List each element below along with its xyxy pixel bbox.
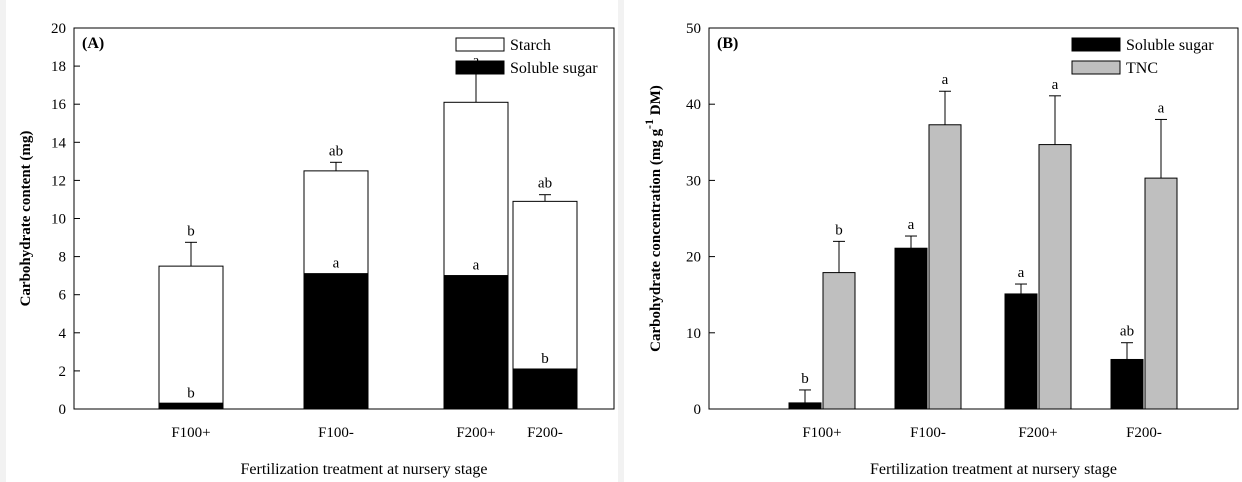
- bar-soluble-sugar: [1110, 358, 1144, 410]
- y-axis-title-suffix: DM): [648, 85, 664, 119]
- bar-tnc: [1038, 144, 1072, 410]
- y-tick-label: 20: [51, 21, 66, 37]
- bar-soluble-sugar: [788, 402, 822, 410]
- x-tick-label: F200+: [456, 425, 495, 441]
- panel-b: 0 10 20 30 40 50 (B) Fertilization treatment at…: [624, 0, 1242, 482]
- sugar-significance-label: a: [333, 256, 340, 272]
- x-tick-label: F100+: [171, 425, 210, 441]
- chart-a-svg: 0 2 4 6 8 10 12 14 16 18 20 (A) Fertilization treatm…: [18, 21, 615, 478]
- legend-swatch-soluble-sugar: [455, 60, 505, 75]
- y-tick-label: 8: [59, 250, 67, 266]
- bar-starch: [512, 200, 578, 370]
- y-axis-title: Carbohydrate concentration (mg g-1 DM): [642, 85, 664, 352]
- starch-significance-label: b: [187, 223, 195, 239]
- bar-starch: [158, 265, 224, 404]
- bar-soluble-sugar: [894, 247, 928, 410]
- y-tick-label: 10: [51, 212, 66, 228]
- sugar-significance-label: b: [541, 351, 549, 367]
- bar-soluble-sugar: [443, 275, 509, 410]
- bar-tnc: [1144, 177, 1178, 410]
- x-axis-title: Fertilization treatment at nursery stage: [870, 461, 1117, 478]
- tnc-significance-label: a: [1052, 77, 1059, 93]
- y-tick-label: 20: [686, 250, 701, 266]
- starch-significance-label: ab: [538, 176, 552, 192]
- panel-a: 0 2 4 6 8 10 12 14 16 18 20 (A) Fertilization treatm…: [6, 0, 618, 482]
- x-tick-label: F100+: [802, 425, 841, 441]
- y-tick-label: 6: [59, 288, 67, 304]
- legend-label-starch: Starch: [510, 37, 551, 54]
- plot-frame: [708, 27, 1239, 410]
- bar-soluble-sugar: [1004, 293, 1038, 410]
- legend-label-soluble-sugar: Soluble sugar: [1126, 37, 1214, 54]
- y-tick-label: 30: [686, 173, 701, 189]
- sugar-significance-label: a: [473, 258, 480, 274]
- y-tick-label: 10: [686, 326, 701, 342]
- tnc-significance-label: a: [1158, 100, 1165, 116]
- bar-soluble-sugar: [158, 402, 224, 410]
- y-tick-label: 50: [686, 21, 701, 37]
- y-axis-title: Carbohydrate content (mg): [18, 131, 34, 307]
- bar-soluble-sugar: [512, 368, 578, 410]
- y-tick-label: 0: [59, 402, 67, 418]
- sugar-significance-label: b: [801, 371, 809, 387]
- x-tick-label: F100-: [910, 425, 946, 441]
- legend-swatch-tnc: [1071, 60, 1121, 75]
- y-tick-label: 16: [51, 97, 67, 113]
- starch-significance-label: ab: [329, 143, 343, 159]
- x-tick-label: F100-: [318, 425, 354, 441]
- panel-label: (A): [82, 35, 104, 52]
- sugar-significance-label: a: [908, 217, 915, 233]
- y-tick-label: 2: [59, 364, 67, 380]
- bar-starch: [303, 170, 369, 275]
- y-tick-label: 14: [51, 135, 67, 151]
- legend-label-soluble-sugar: Soluble sugar: [510, 60, 598, 77]
- x-tick-label: F200+: [1018, 425, 1057, 441]
- y-tick-label: 12: [51, 173, 66, 189]
- tnc-significance-label: a: [942, 72, 949, 88]
- panel-label: (B): [717, 35, 738, 52]
- sugar-significance-label: ab: [1120, 324, 1134, 340]
- y-tick-label: 4: [59, 326, 67, 342]
- chart-b-svg: 0 10 20 30 40 50 (B) Fertilization treatment at…: [642, 21, 1239, 478]
- bar-soluble-sugar: [303, 273, 369, 410]
- y-axis-title-main: Carbohydrate concentration (mg g: [648, 128, 664, 351]
- sugar-significance-label: b: [187, 385, 195, 401]
- tnc-significance-label: b: [835, 222, 843, 238]
- bar-tnc: [928, 124, 962, 410]
- legend-swatch-soluble-sugar: [1071, 37, 1121, 52]
- x-tick-label: F200-: [1126, 425, 1162, 441]
- x-axis-title: Fertilization treatment at nursery stage: [240, 461, 487, 478]
- legend-label-tnc: TNC: [1126, 60, 1158, 77]
- bar-starch: [443, 101, 509, 277]
- sugar-significance-label: a: [1018, 265, 1025, 281]
- bar-tnc: [822, 272, 856, 410]
- y-tick-label: 0: [694, 402, 702, 418]
- y-tick-label: 18: [51, 59, 66, 75]
- y-axis-title-superscript: -1: [642, 119, 656, 129]
- legend-swatch-starch: [455, 37, 505, 52]
- y-tick-label: 40: [686, 97, 701, 113]
- x-tick-label: F200-: [527, 425, 563, 441]
